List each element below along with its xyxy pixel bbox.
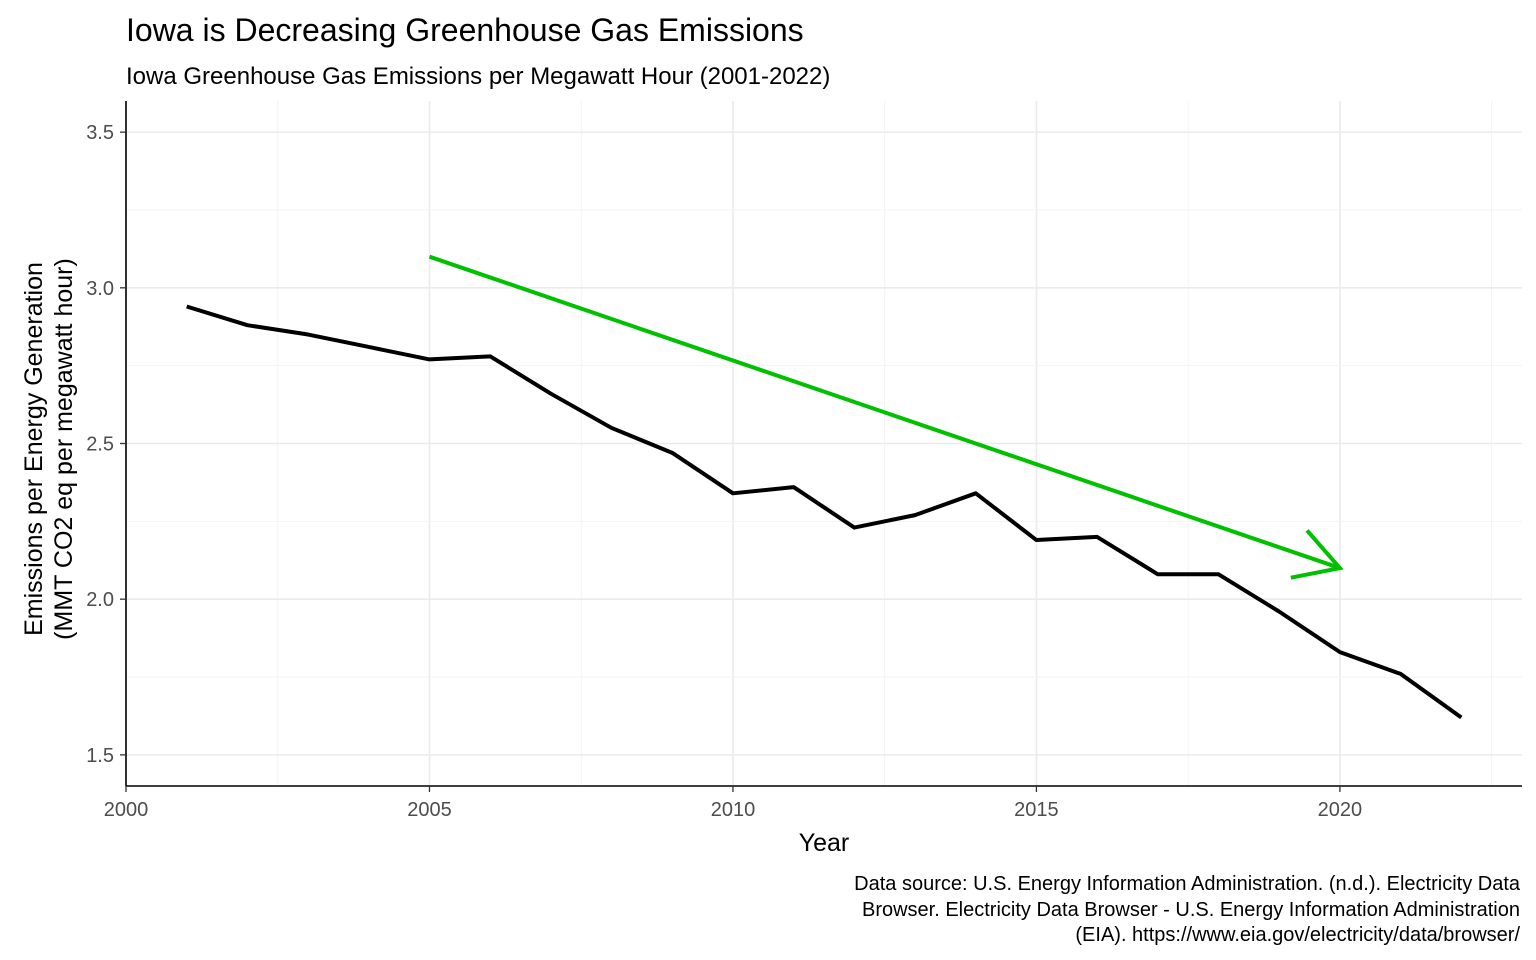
y-axis-title-line-1: Emissions per Energy Generation <box>20 262 48 636</box>
series-layer <box>186 304 1463 720</box>
x-axis-ticks: 2000 2005 2010 2015 2020 <box>104 786 1362 821</box>
y-tick-label: 3.5 <box>86 122 114 144</box>
x-axis-title: Year <box>799 829 850 857</box>
y-axis-title: Emissions per Energy Generation (MMT CO2… <box>20 258 78 640</box>
caption-line-2: Browser. Electricity Data Browser - U.S.… <box>862 899 1520 921</box>
caption-line-3: (EIA). https://www.eia.gov/electricity/d… <box>1075 924 1520 946</box>
grid-lines <box>125 101 1522 786</box>
y-axis-title-line-2: (MMT CO2 eq per megawatt hour) <box>50 258 78 640</box>
y-tick-label: 1.5 <box>86 745 114 767</box>
series-line <box>186 304 1463 720</box>
y-axis-ticks: 1.5 2.0 2.5 3.0 3.5 <box>86 122 126 767</box>
x-tick-label: 2010 <box>711 799 756 821</box>
trend-arrow-head <box>1290 529 1344 580</box>
x-tick-label: 2015 <box>1014 799 1059 821</box>
annotation-layer <box>428 254 1344 580</box>
caption-line-1: Data source: U.S. Energy Information Adm… <box>854 873 1521 895</box>
y-tick-label: 3.0 <box>86 278 114 300</box>
y-tick-label: 2.5 <box>86 434 114 456</box>
x-tick-label: 2020 <box>1318 799 1363 821</box>
trend-arrow-line <box>428 254 1341 570</box>
x-tick-label: 2005 <box>407 799 452 821</box>
caption: Data source: U.S. Energy Information Adm… <box>854 873 1521 946</box>
x-tick-label: 2000 <box>104 799 149 821</box>
chart-title: Iowa is Decreasing Greenhouse Gas Emissi… <box>126 12 804 48</box>
y-tick-label: 2.0 <box>86 589 114 611</box>
chart-subtitle: Iowa Greenhouse Gas Emissions per Megawa… <box>126 63 830 90</box>
